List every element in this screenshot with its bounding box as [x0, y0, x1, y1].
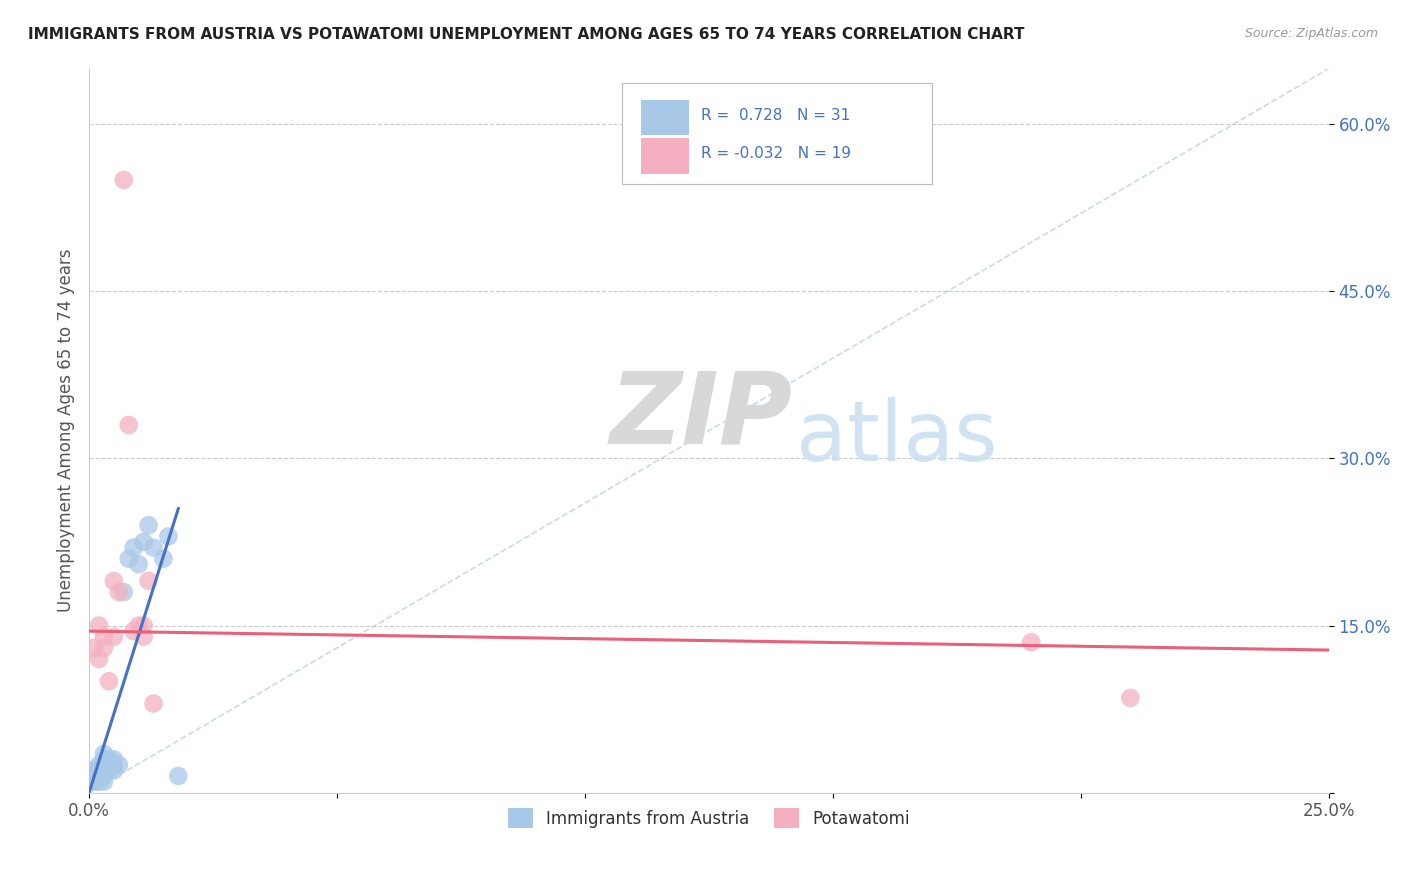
Point: [87, 764, 110, 778]
Point: [138, 574, 160, 588]
Point: [103, 764, 125, 778]
Point: [93, 640, 115, 655]
Text: IMMIGRANTS FROM AUSTRIA VS POTAWATOMI UNEMPLOYMENT AMONG AGES 65 TO 74 YEARS COR: IMMIGRANTS FROM AUSTRIA VS POTAWATOMI UN…: [28, 27, 1025, 42]
Point: [97, 757, 120, 772]
Point: [157, 529, 180, 543]
Point: [80, 774, 103, 789]
Point: [132, 630, 155, 644]
Point: [1019, 635, 1042, 649]
FancyBboxPatch shape: [641, 100, 689, 136]
FancyBboxPatch shape: [621, 83, 932, 185]
Text: atlas: atlas: [796, 397, 997, 478]
Point: [128, 618, 150, 632]
Point: [118, 551, 141, 566]
Point: [112, 173, 135, 187]
Point: [108, 585, 131, 599]
Point: [86, 774, 108, 789]
Point: [103, 752, 125, 766]
Point: [87, 652, 110, 666]
Point: [97, 674, 120, 689]
Point: [97, 752, 120, 766]
Point: [83, 769, 105, 783]
Point: [103, 630, 125, 644]
Point: [128, 558, 150, 572]
Point: [142, 697, 165, 711]
Point: [122, 541, 145, 555]
Point: [138, 518, 160, 533]
Point: [93, 630, 115, 644]
Point: [103, 574, 125, 588]
Point: [93, 747, 115, 761]
Point: [97, 764, 120, 778]
Text: R = -0.032   N = 19: R = -0.032 N = 19: [702, 146, 852, 161]
Point: [142, 541, 165, 555]
Point: [83, 640, 105, 655]
Text: Source: ZipAtlas.com: Source: ZipAtlas.com: [1244, 27, 1378, 40]
Legend: Immigrants from Austria, Potawatomi: Immigrants from Austria, Potawatomi: [501, 801, 917, 835]
Point: [87, 618, 110, 632]
Point: [167, 769, 190, 783]
Point: [93, 774, 115, 789]
Y-axis label: Unemployment Among Ages 65 to 74 years: Unemployment Among Ages 65 to 74 years: [58, 249, 75, 612]
Point: [93, 757, 115, 772]
Point: [132, 535, 155, 549]
FancyBboxPatch shape: [641, 138, 689, 174]
Point: [93, 752, 115, 766]
Text: R =  0.728   N = 31: R = 0.728 N = 31: [702, 108, 851, 123]
Point: [132, 618, 155, 632]
Point: [87, 757, 110, 772]
Point: [93, 769, 115, 783]
Point: [87, 769, 110, 783]
Point: [108, 757, 131, 772]
Point: [87, 774, 110, 789]
Text: ZIP: ZIP: [610, 368, 793, 465]
Point: [122, 624, 145, 639]
Point: [83, 764, 105, 778]
Point: [112, 585, 135, 599]
Point: [152, 551, 174, 566]
Point: [118, 417, 141, 432]
Point: [93, 764, 115, 778]
Point: [103, 757, 125, 772]
Point: [1119, 690, 1142, 705]
